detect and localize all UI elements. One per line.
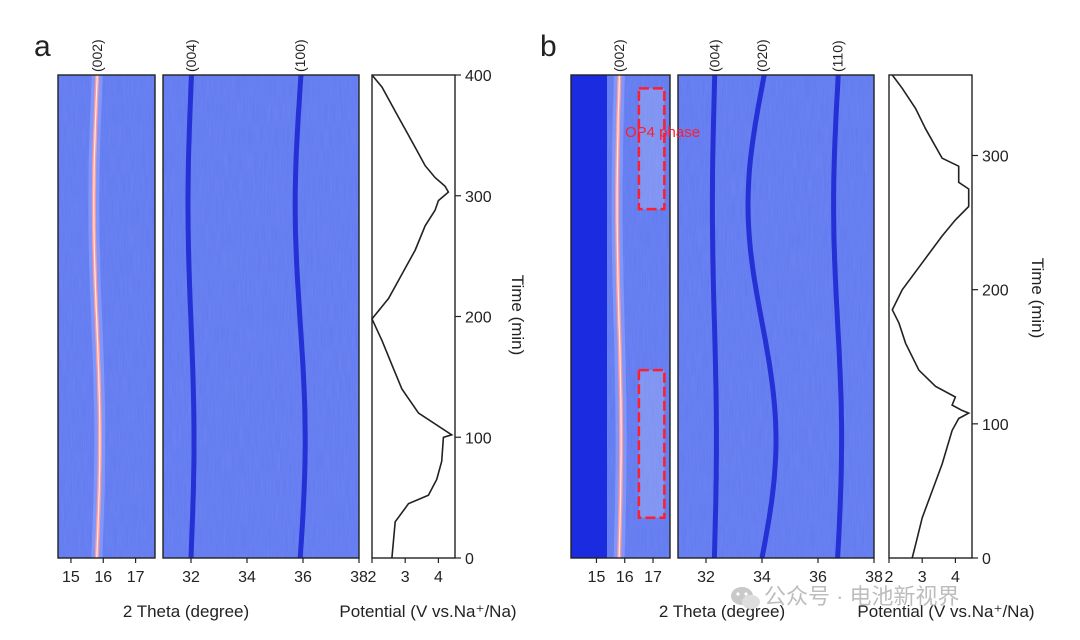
panel-b-ylabel: Time (min) — [1028, 258, 1047, 339]
panel-a-xlabel: 2 Theta (degree) — [123, 602, 249, 621]
map-frame — [57, 74, 156, 559]
x-tick-label: 34 — [753, 569, 771, 586]
watermark-text: 公众号 · 电池新视界 — [764, 584, 960, 609]
peak-label: (020) — [754, 39, 770, 72]
panel-a-potential-plot: 2 3 4 0 100 200 300 400 — [368, 68, 492, 586]
map-low-angle-band — [571, 75, 607, 558]
potential-curve — [891, 74, 971, 559]
panel-b-map-002: (002) 15 16 17 — [570, 39, 671, 586]
map-frame — [570, 74, 671, 559]
op4-phase-box — [637, 368, 666, 519]
x-tick-label: 36 — [294, 569, 312, 586]
peak-label: (002) — [611, 39, 627, 72]
x-tick-label: 16 — [616, 569, 634, 586]
x-tick-label: 17 — [644, 569, 662, 586]
x-tick-label: 38 — [350, 569, 368, 586]
x-tick-label: 2 — [368, 569, 377, 586]
y-tick-label: 100 — [465, 430, 492, 447]
peak-line — [185, 74, 197, 559]
x-tick-label: 3 — [401, 569, 410, 586]
peak-line-core — [93, 74, 101, 559]
peak-line — [745, 74, 779, 559]
panel-a-ylabel: Time (min) — [508, 275, 527, 356]
x-tick-label: 17 — [127, 569, 145, 586]
op4-phase-box — [637, 87, 666, 211]
x-tick-label: 38 — [865, 569, 883, 586]
x-tick-label: 2 — [885, 569, 894, 586]
x-tick-label: 32 — [182, 569, 200, 586]
panel-b-map-004-020-110: (004) (020) (110) 32 34 36 38 — [677, 39, 883, 586]
x-tick-label: 16 — [94, 569, 112, 586]
x-tick-label: 15 — [588, 569, 606, 586]
y-tick-label: 0 — [982, 551, 991, 568]
x-tick-label: 4 — [951, 569, 960, 586]
wechat-icon — [731, 587, 760, 609]
peak-label: (004) — [183, 39, 199, 72]
x-tick-label: 34 — [238, 569, 256, 586]
map-frame — [162, 74, 360, 559]
plot-frame — [371, 74, 456, 559]
x-tick-label: 15 — [62, 569, 80, 586]
panel-a-map-004-100: (004) (100) 32 34 36 38 — [162, 39, 368, 586]
panel-b-potential-xlabel: Potential (V vs.Na⁺/Na) — [857, 602, 1034, 621]
peak-label: (100) — [292, 39, 308, 72]
peak-line-core — [616, 74, 622, 559]
y-tick-label: 100 — [982, 417, 1009, 434]
panel-b-potential-plot: 2 3 4 0 100 200 300 — [885, 74, 1009, 586]
watermark: 公众号 · 电池新视界 — [731, 584, 960, 609]
x-tick-label: 32 — [697, 569, 715, 586]
potential-curve — [371, 74, 454, 559]
peak-label: (004) — [706, 39, 722, 72]
peak-label: (002) — [89, 39, 105, 72]
panel-a-potential-xlabel: Potential (V vs.Na⁺/Na) — [339, 602, 516, 621]
panel-label-a: a — [34, 30, 51, 63]
panel-a-map-002: (002) 15 16 17 — [57, 39, 156, 586]
op4-phase-annotation: OP4 phase — [625, 124, 700, 141]
y-tick-label: 400 — [465, 68, 492, 85]
y-tick-label: 200 — [465, 310, 492, 327]
peak-line — [831, 74, 845, 559]
y-tick-label: 200 — [982, 283, 1009, 300]
panel-label-b: b — [540, 30, 557, 63]
peak-line — [292, 74, 308, 559]
map-noise — [58, 75, 155, 558]
plot-frame — [888, 74, 973, 559]
x-tick-label: 4 — [434, 569, 443, 586]
peak-line — [709, 74, 719, 559]
peak-label: (110) — [830, 40, 846, 72]
y-tick-label: 300 — [465, 189, 492, 206]
y-tick-label: 300 — [982, 149, 1009, 166]
x-tick-label: 36 — [809, 569, 827, 586]
y-tick-label: 0 — [465, 551, 474, 568]
map-frame — [677, 74, 875, 559]
x-tick-label: 3 — [918, 569, 927, 586]
